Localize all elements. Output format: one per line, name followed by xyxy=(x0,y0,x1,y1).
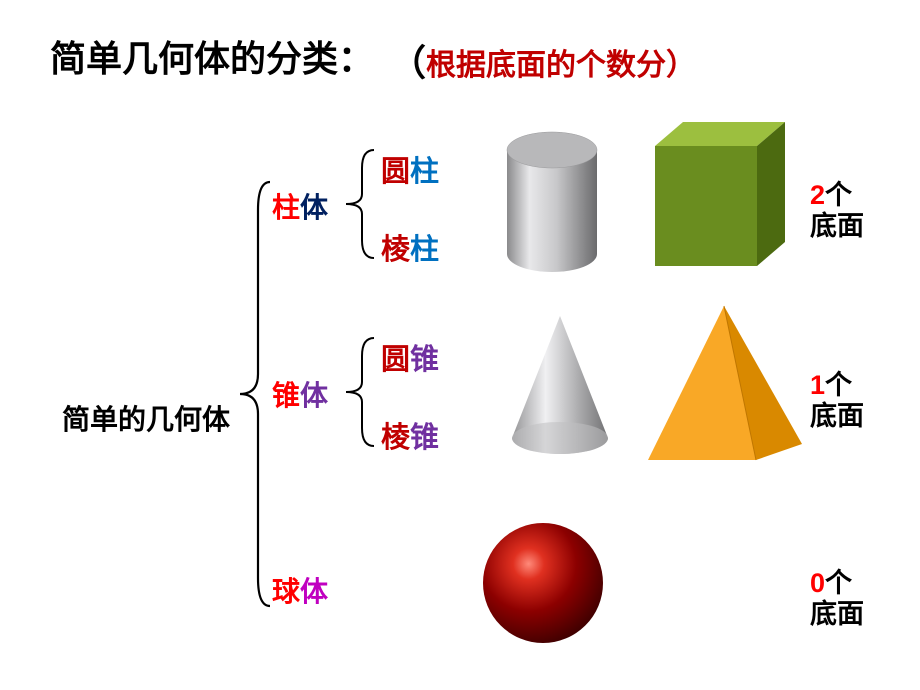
sub-prism-p2: 柱 xyxy=(410,234,439,266)
sub-prism-p1: 棱 xyxy=(381,234,410,266)
sub-cone: 圆锥 xyxy=(381,336,439,378)
cat-cone: 锥体 xyxy=(272,374,328,414)
cat-cone-p2: 体 xyxy=(300,380,328,411)
box-shape xyxy=(645,112,795,272)
cat-prism: 柱体 xyxy=(272,186,328,226)
cylinder-shape xyxy=(497,128,607,276)
sub-cone-p2: 锥 xyxy=(410,344,439,376)
sphere-shape xyxy=(478,518,608,648)
subtitle-paren: （ xyxy=(390,42,426,83)
sub-cone-poly-p2: 锥 xyxy=(410,422,439,454)
prism-bracket xyxy=(340,148,376,260)
root-label: 简单的几何体 xyxy=(62,398,230,438)
count-prism: 2个 底面 xyxy=(810,180,864,242)
sub-cone-p1: 圆 xyxy=(381,344,410,376)
sub-cylinder-p1: 圆 xyxy=(381,156,410,188)
sub-cone-poly: 棱锥 xyxy=(381,414,439,456)
cat-sphere-p1: 球 xyxy=(272,576,300,607)
cat-sphere-p2: 体 xyxy=(300,576,328,607)
page-title: 简单几何体的分类： xyxy=(50,30,374,82)
count-cone-unit: 个 xyxy=(825,370,852,400)
cone-shape xyxy=(500,310,620,460)
count-prism-num: 2 xyxy=(810,180,825,210)
cat-prism-p1: 柱 xyxy=(272,192,300,223)
count-cone: 1个 底面 xyxy=(810,370,864,432)
count-sphere: 0个 底面 xyxy=(810,568,864,630)
pyramid-shape xyxy=(640,300,810,470)
subtitle-text: 根据底面的个数分） xyxy=(426,49,696,82)
count-cone-num: 1 xyxy=(810,370,825,400)
count-sphere-num: 0 xyxy=(810,568,825,598)
count-cone-line2: 底面 xyxy=(810,401,864,431)
count-sphere-unit: 个 xyxy=(825,568,852,598)
cat-sphere: 球体 xyxy=(272,570,328,610)
cat-cone-p1: 锥 xyxy=(272,380,300,411)
sub-cylinder: 圆柱 xyxy=(381,148,439,190)
count-sphere-line2: 底面 xyxy=(810,599,864,629)
count-prism-unit: 个 xyxy=(825,180,852,210)
main-bracket xyxy=(236,180,272,608)
count-prism-line2: 底面 xyxy=(810,211,864,241)
cat-prism-p2: 体 xyxy=(300,192,328,223)
page-subtitle: （根据底面的个数分） xyxy=(390,34,696,86)
sub-cone-poly-p1: 棱 xyxy=(381,422,410,454)
sub-prism: 棱柱 xyxy=(381,226,439,268)
cone-bracket xyxy=(340,336,376,448)
sub-cylinder-p2: 柱 xyxy=(410,156,439,188)
